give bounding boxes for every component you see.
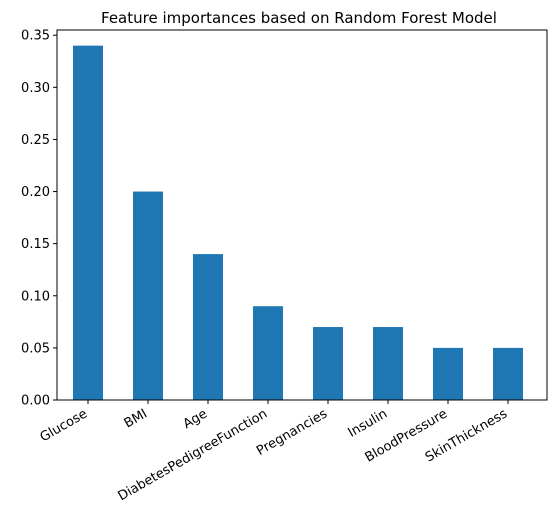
plot-area: 0.00 0.05 0.10 0.15 0.20 0.25 0.30 0.35 Glucose B…: [21, 29, 523, 504]
bar-diabetespedigreefunction: [253, 306, 283, 400]
y-tick-label: 0.35: [21, 29, 50, 44]
bar-insulin: [373, 327, 403, 400]
y-tick-label: 0.00: [21, 394, 50, 409]
chart-title: Feature importances based on Random Fore…: [101, 9, 497, 27]
bar-bmi: [133, 191, 163, 400]
bar-pregnancies: [313, 327, 343, 400]
bar-glucose: [73, 45, 103, 401]
y-tick-label: 0.05: [21, 341, 50, 356]
bar-bloodpressure: [433, 347, 463, 400]
y-tick-label: 0.20: [21, 185, 50, 200]
x-tick-label: Glucose: [38, 406, 90, 445]
bar-age: [193, 254, 223, 400]
y-tick-label: 0.10: [21, 289, 50, 304]
y-tick-label: 0.30: [21, 81, 50, 96]
y-tick-label: 0.25: [21, 133, 50, 148]
bar-skinthickness: [493, 347, 523, 400]
plot-frame: [56, 29, 548, 401]
y-tick-label: 0.15: [21, 237, 50, 252]
x-tick-label: BMI: [122, 406, 150, 431]
x-tick-label: Insulin: [346, 406, 390, 440]
x-tick-label: Age: [181, 406, 210, 432]
